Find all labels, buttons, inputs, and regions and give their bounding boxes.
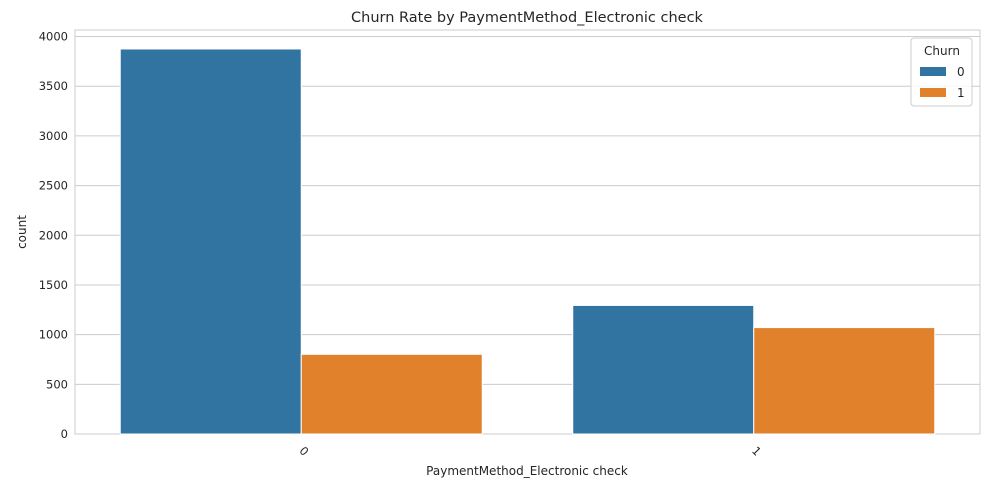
- bar-churn-0-category-0: [119, 48, 302, 435]
- bar-churn-1-category-1: [753, 327, 936, 435]
- y-tick-label: 3500: [39, 79, 68, 93]
- x-axis-label: PaymentMethod_Electronic check: [426, 464, 628, 478]
- y-tick-label: 500: [46, 377, 68, 391]
- chart-title: Churn Rate by PaymentMethod_Electronic c…: [351, 10, 704, 26]
- legend-label-1: 1: [957, 86, 965, 100]
- x-tick-label: 0: [297, 444, 312, 459]
- y-tick-label: 2500: [39, 179, 68, 193]
- legend: Churn 01: [910, 37, 973, 107]
- legend-swatch-0: [920, 67, 946, 76]
- plot-frame: [74, 29, 981, 435]
- legend-title: Churn: [924, 44, 960, 58]
- bar-churn-1-category-0: [300, 353, 483, 435]
- legend-label-0: 0: [957, 65, 965, 79]
- bars: [119, 48, 936, 435]
- bar-churn-0-category-1: [572, 304, 755, 435]
- x-tick-label: 1: [749, 444, 764, 459]
- y-tick-label: 4000: [39, 30, 68, 44]
- y-tick-label: 2000: [39, 228, 68, 242]
- legend-swatch-1: [920, 88, 946, 97]
- y-axis-label: count: [15, 215, 29, 249]
- y-tick-label: 0: [61, 427, 68, 441]
- y-tick-label: 1500: [39, 278, 68, 292]
- y-tick-label: 3000: [39, 129, 68, 143]
- legend-items: 01: [920, 65, 965, 100]
- y-tick-label: 1000: [39, 328, 68, 342]
- y-tick-labels: 0 500 1000 1500 2000 2500 3000 3500 4000: [39, 30, 68, 441]
